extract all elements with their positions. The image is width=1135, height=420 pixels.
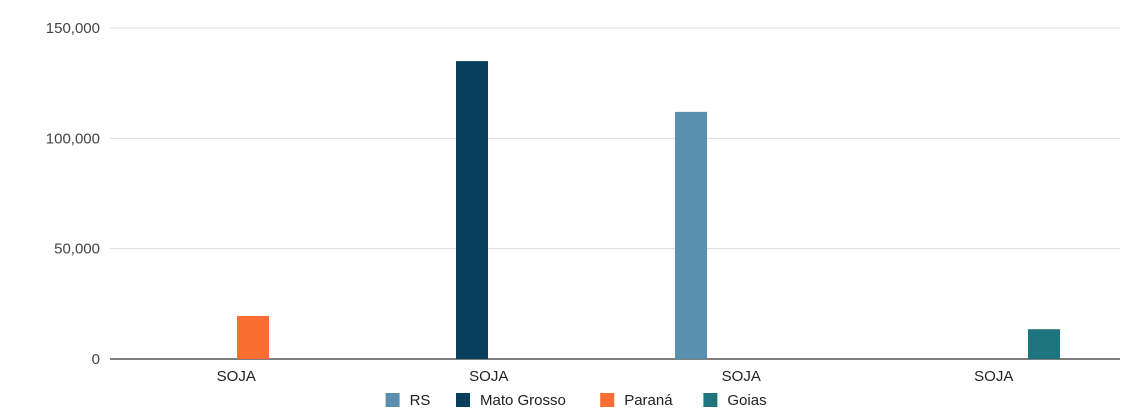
y-tick-label: 50,000 [54,241,100,258]
legend-swatch [456,393,470,407]
x-category-label: SOJA [722,368,761,385]
y-tick-label: 150,000 [46,20,100,37]
legend: RS Mato Grosso Paraná Goias [386,392,767,409]
bar-goias[interactable] [1028,329,1060,359]
x-category-label: SOJA [469,368,508,385]
x-axis-categories: SOJA SOJA SOJA SOJA [217,368,1014,385]
legend-item-rs[interactable]: RS [386,392,431,409]
y-tick-label: 0 [92,351,100,368]
legend-item-paran-[interactable]: Paraná [600,392,673,409]
bar-paran-[interactable] [237,316,269,359]
bars [237,61,1060,359]
bar-rs[interactable] [675,112,707,359]
x-category-label: SOJA [974,368,1013,385]
legend-item-mato-grosso[interactable]: Mato Grosso [456,392,566,409]
legend-item-goias[interactable]: Goias [703,392,766,409]
legend-label: Goias [727,392,766,409]
legend-label: Mato Grosso [480,392,566,409]
legend-swatch [600,393,614,407]
legend-swatch [703,393,717,407]
legend-swatch [386,393,400,407]
bar-mato-grosso[interactable] [456,61,488,359]
gridlines [110,28,1120,359]
x-category-label: SOJA [217,368,256,385]
y-tick-label: 100,000 [46,130,100,147]
legend-label: RS [410,392,431,409]
legend-label: Paraná [624,392,673,409]
y-axis-ticks: 0 50,000 100,000 150,000 [46,20,100,368]
